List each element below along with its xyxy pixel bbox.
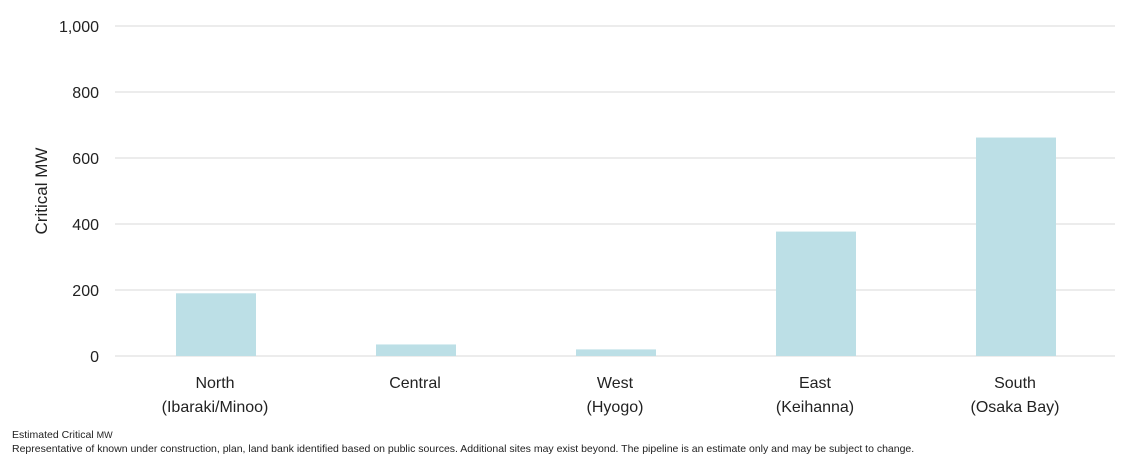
x-tick-label: West (Hyogo) — [587, 375, 644, 416]
x-tick-label-line: Central — [389, 375, 441, 392]
y-tick-label: 600 — [72, 151, 99, 168]
x-tick-label-line: (Keihanna) — [776, 399, 854, 416]
footnote-disclaimer: Representative of known under constructi… — [12, 443, 915, 455]
footnote-estimate-unit: MW — [96, 430, 113, 440]
bar — [776, 231, 856, 356]
y-tick-label: 400 — [72, 217, 99, 234]
x-axis-ticks: North (Ibaraki/Minoo) Central West (Hyogo) Ea… — [162, 375, 1060, 416]
y-tick-label: 1,000 — [59, 19, 99, 36]
x-tick-label: East (Keihanna) — [776, 375, 854, 416]
x-tick-label: South (Osaka Bay) — [971, 375, 1060, 416]
x-tick-label: Central — [389, 375, 441, 392]
y-axis-label: Critical MW — [32, 148, 51, 235]
bar — [376, 344, 456, 356]
x-tick-label-line: (Ibaraki/Minoo) — [162, 399, 269, 416]
x-tick-label-line: South — [994, 375, 1036, 392]
x-tick-label-line: West — [597, 375, 634, 392]
x-tick-label-line: East — [799, 375, 832, 392]
x-tick-label-line: North — [195, 375, 234, 392]
x-tick-label: North (Ibaraki/Minoo) — [162, 375, 269, 416]
y-axis-ticks: 0 200 400 600 800 1,000 — [59, 19, 99, 366]
y-tick-label: 200 — [72, 283, 99, 300]
x-tick-label-line: (Hyogo) — [587, 399, 644, 416]
gridlines — [115, 25, 1115, 357]
footnote-estimate-text: Estimated Critical — [12, 429, 94, 441]
y-tick-label: 800 — [72, 85, 99, 102]
bar — [976, 137, 1056, 356]
x-tick-label-line: (Osaka Bay) — [971, 399, 1060, 416]
bar-chart: 0 200 400 600 800 1,000 North (Ibaraki/Minoo) C… — [32, 19, 1115, 416]
bar — [176, 293, 256, 356]
bars — [176, 137, 1056, 356]
bar — [576, 349, 656, 356]
y-tick-label: 0 — [90, 349, 99, 366]
footnote-estimate: Estimated Critical MW — [12, 429, 113, 442]
